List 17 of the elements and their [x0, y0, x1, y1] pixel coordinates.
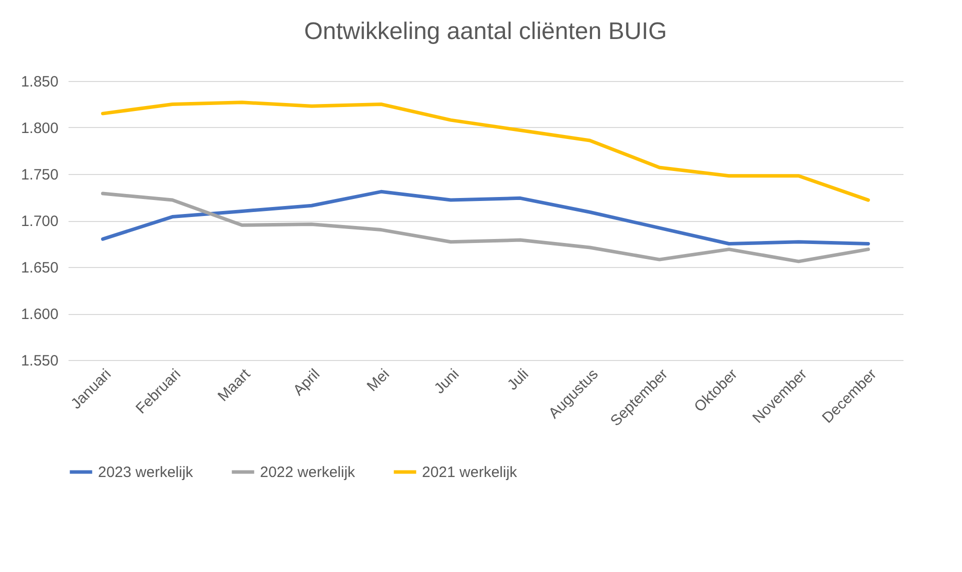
y-tick-label: 1.550: [20, 352, 58, 370]
x-tick-label: Juni: [431, 366, 463, 398]
legend-label: 2022 werkelijk: [260, 464, 356, 481]
chart-title: Ontwikkeling aantal cliënten BUIG: [304, 18, 667, 45]
y-tick-label: 1.750: [20, 166, 58, 184]
y-tick-label: 1.800: [20, 120, 58, 137]
x-tick-label: Juli: [504, 366, 532, 394]
line-series: [101, 192, 870, 264]
legend-label: 2021 werkelijk: [422, 464, 518, 481]
y-tick-label: 1.700: [20, 213, 58, 230]
legend-label: 2023 werkelijk: [98, 464, 194, 481]
line-series: [101, 190, 870, 246]
y-tick-label: 1.600: [20, 306, 58, 323]
line-series: [101, 100, 870, 202]
x-tick-label: Mei: [364, 366, 393, 395]
y-tick-label: 1.650: [20, 260, 58, 276]
y-tick-label: 1.850: [20, 74, 58, 90]
